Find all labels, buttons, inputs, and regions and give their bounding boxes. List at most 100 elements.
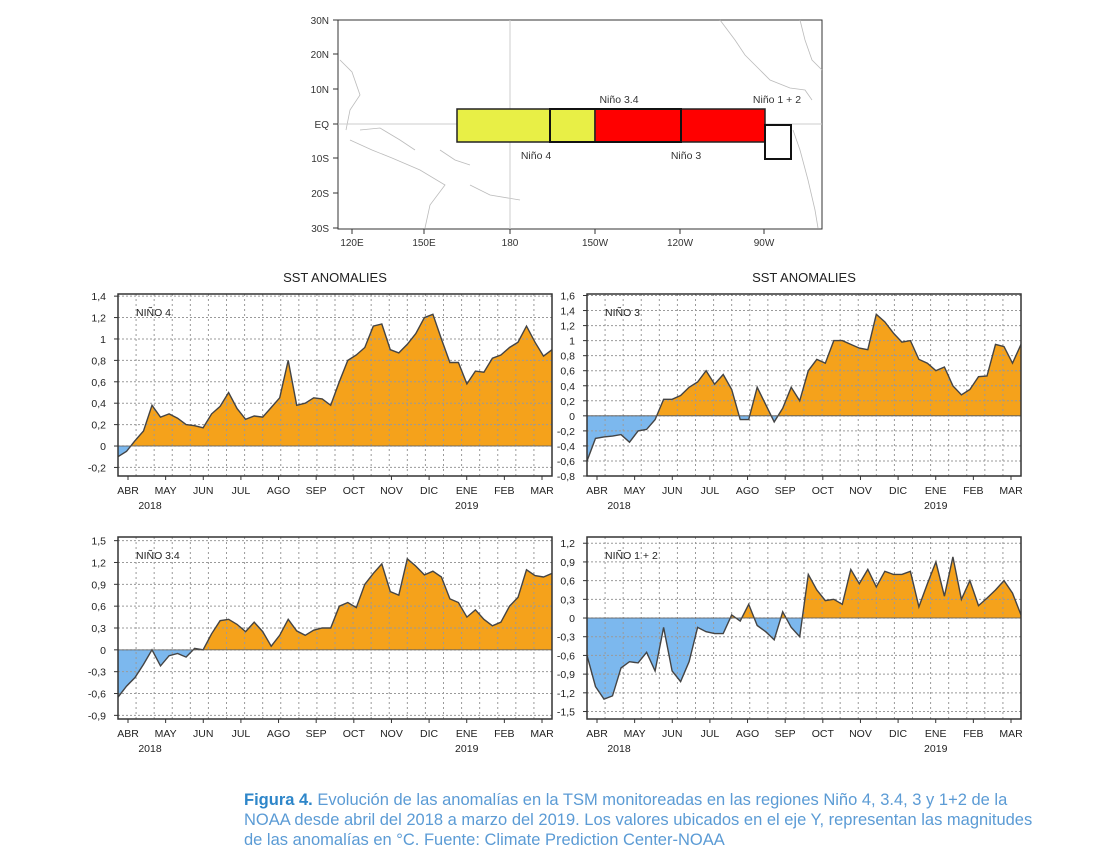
plot-frame — [586, 536, 1022, 720]
sst-chart-2: SST ANOMALIES -0,8 -0,6 -0,4 -0,2 0 0,2 0,4 0,6 0… — [557, 270, 1023, 512]
y-tick-label: -0,2 — [88, 462, 106, 474]
map-coastlines — [339, 19, 823, 229]
x-tick-label: MAY — [155, 728, 177, 740]
panel-label: NIÑO 4 — [136, 306, 171, 319]
y-tick-label: 1,4 — [91, 291, 106, 303]
x-tick-label: FEB — [494, 485, 514, 497]
year-label-2019: 2019 — [924, 743, 948, 755]
y-tick-label: 0,6 — [91, 377, 106, 389]
y-tick-label: 0,3 — [91, 623, 106, 635]
map-y-tick-label: 20S — [311, 189, 329, 200]
x-tick-label: JUN — [193, 485, 213, 497]
x-tick-label: JUL — [701, 485, 720, 497]
x-tick-label: DIC — [889, 728, 908, 740]
x-tick-label: FEB — [494, 728, 514, 740]
y-tick-label: 1,5 — [91, 536, 106, 548]
y-tick-label: 0 — [100, 441, 106, 453]
x-tick-label: ABR — [586, 728, 608, 740]
anomaly-line — [587, 556, 1021, 700]
x-tick-label: OCT — [343, 485, 366, 497]
y-tick-label: -0,6 — [557, 650, 575, 662]
plot-frame — [586, 293, 1022, 477]
x-tick-label: JUL — [232, 728, 251, 740]
y-tick-label: -0,2 — [557, 426, 575, 438]
y-tick-label: 0,3 — [560, 594, 575, 606]
x-tick-label: MAR — [999, 728, 1023, 740]
nino-regions-map: 30N 20N 10N EQ 10S 20S 30S 120E 150E 180 150W 120W… — [311, 16, 823, 249]
x-tick-label: OCT — [812, 485, 835, 497]
nino12-region-label: Niño 1 + 2 — [753, 94, 801, 106]
map-y-tick-label: 20N — [311, 50, 329, 61]
anomaly-line — [118, 313, 552, 458]
x-tick-label: JUN — [662, 485, 682, 497]
caption-text: Evolución de las anomalías en la TSM mon… — [244, 791, 1033, 849]
x-tick-label: ENE — [925, 485, 947, 497]
x-tick-label: SEP — [775, 728, 796, 740]
plot-frame — [117, 293, 553, 477]
x-tick-label: AGO — [736, 728, 759, 740]
x-tick-label: DIC — [420, 728, 439, 740]
map-x-tick-label: 120W — [667, 238, 694, 249]
chart-title: SST ANOMALIES — [752, 270, 856, 285]
y-tick-label: -0,3 — [88, 667, 106, 679]
y-tick-label: 0,2 — [91, 420, 106, 432]
year-label-2019: 2019 — [455, 500, 479, 512]
x-tick-label: JUN — [662, 728, 682, 740]
panel-label: NIÑO 3.4 — [136, 549, 180, 562]
x-tick-label: JUL — [232, 485, 251, 497]
y-tick-label: 0,9 — [560, 557, 575, 569]
map-y-tick-label: 30S — [311, 224, 329, 235]
y-tick-label: 0,8 — [91, 355, 106, 367]
y-tick-label: -0,9 — [557, 669, 575, 681]
x-tick-label: SEP — [306, 485, 327, 497]
positive-anomaly-area — [130, 314, 552, 447]
y-tick-label: 1,2 — [91, 557, 106, 569]
y-tick-label: 1,2 — [91, 313, 106, 325]
map-y-tick-label: EQ — [315, 120, 330, 131]
x-tick-label: AGO — [267, 728, 290, 740]
nino34-region — [549, 108, 682, 143]
y-tick-label: 0,6 — [91, 601, 106, 613]
y-tick-label: 1 — [569, 336, 575, 348]
x-tick-label: ENE — [456, 728, 478, 740]
y-tick-label: 0,4 — [91, 398, 106, 410]
x-tick-label: AGO — [267, 485, 290, 497]
positive-anomaly-area — [151, 558, 552, 650]
y-tick-label: -0,3 — [557, 632, 575, 644]
panel-label: NIÑO 3 — [605, 306, 640, 319]
map-x-tick-label: 120E — [340, 238, 364, 249]
x-tick-label: MAY — [155, 485, 177, 497]
panel-label: NIÑO 1 + 2 — [605, 549, 658, 562]
x-tick-label: MAR — [530, 485, 554, 497]
y-tick-label: -0,6 — [88, 689, 106, 701]
x-tick-label: NOV — [380, 728, 403, 740]
y-tick-label: 0,9 — [91, 579, 106, 591]
y-tick-label: -1,5 — [557, 707, 575, 719]
anomaly-line — [118, 557, 552, 698]
map-x-tick-label: 150E — [412, 238, 436, 249]
map-y-tick-label: 30N — [311, 16, 329, 27]
negative-anomaly-area — [587, 415, 1021, 461]
nino4-region — [456, 108, 596, 143]
sst-chart-1: SST ANOMALIES -0,2 0 0,2 0,4 0,6 0,8 1 1,2 1,4 ABR… — [88, 270, 554, 512]
map-x-tick-label: 90W — [754, 238, 775, 249]
x-tick-label: OCT — [812, 728, 835, 740]
y-tick-label: 0 — [100, 645, 106, 657]
year-label-2018: 2018 — [138, 500, 162, 512]
x-tick-label: MAR — [530, 728, 554, 740]
map-x-tick-label: 180 — [502, 238, 519, 249]
y-tick-label: 0,2 — [560, 396, 575, 408]
x-tick-label: FEB — [963, 728, 983, 740]
y-tick-label: 0 — [569, 411, 575, 423]
x-tick-label: MAR — [999, 485, 1023, 497]
x-tick-label: FEB — [963, 485, 983, 497]
x-tick-label: ABR — [117, 485, 139, 497]
x-tick-label: JUN — [193, 728, 213, 740]
year-label-2018: 2018 — [607, 500, 631, 512]
x-tick-label: NOV — [849, 485, 872, 497]
y-tick-label: 1,2 — [560, 321, 575, 333]
caption-bold: Figura 4. — [244, 791, 313, 809]
x-tick-label: ABR — [586, 485, 608, 497]
x-tick-label: MAY — [624, 485, 646, 497]
